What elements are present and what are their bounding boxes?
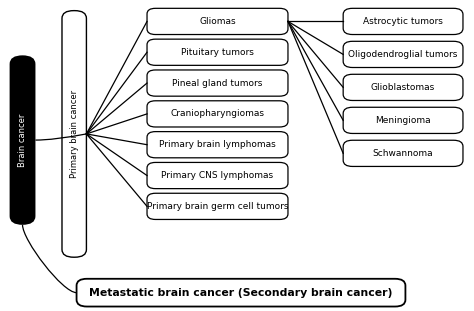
FancyBboxPatch shape bbox=[77, 279, 405, 307]
Text: Pituitary tumors: Pituitary tumors bbox=[181, 48, 254, 57]
Text: Primary CNS lymphomas: Primary CNS lymphomas bbox=[162, 171, 273, 180]
FancyBboxPatch shape bbox=[343, 140, 463, 166]
Text: Oligodendroglial tumors: Oligodendroglial tumors bbox=[348, 50, 458, 59]
FancyBboxPatch shape bbox=[343, 41, 463, 67]
FancyBboxPatch shape bbox=[9, 55, 36, 225]
FancyBboxPatch shape bbox=[147, 101, 288, 127]
Text: Primary brain germ cell tumors: Primary brain germ cell tumors bbox=[147, 202, 288, 211]
FancyBboxPatch shape bbox=[343, 107, 463, 133]
FancyBboxPatch shape bbox=[147, 39, 288, 65]
FancyBboxPatch shape bbox=[343, 74, 463, 100]
Text: Gliomas: Gliomas bbox=[199, 17, 236, 26]
Text: Metastatic brain cancer (Secondary brain cancer): Metastatic brain cancer (Secondary brain… bbox=[89, 288, 392, 298]
FancyBboxPatch shape bbox=[147, 193, 288, 220]
FancyBboxPatch shape bbox=[147, 70, 288, 96]
Text: Meningioma: Meningioma bbox=[375, 116, 431, 125]
FancyBboxPatch shape bbox=[62, 11, 86, 257]
FancyBboxPatch shape bbox=[343, 8, 463, 35]
FancyBboxPatch shape bbox=[147, 132, 288, 158]
Text: Schwannoma: Schwannoma bbox=[373, 149, 433, 158]
Text: Primary brain lymphomas: Primary brain lymphomas bbox=[159, 140, 276, 149]
Text: Craniopharyngiomas: Craniopharyngiomas bbox=[171, 109, 264, 118]
FancyBboxPatch shape bbox=[147, 162, 288, 189]
Text: Astrocytic tumors: Astrocytic tumors bbox=[363, 17, 443, 26]
Text: Glioblastomas: Glioblastomas bbox=[371, 83, 435, 92]
Text: Primary brain cancer: Primary brain cancer bbox=[70, 90, 79, 178]
Text: Brain cancer: Brain cancer bbox=[18, 114, 27, 167]
FancyBboxPatch shape bbox=[147, 8, 288, 35]
Text: Pineal gland tumors: Pineal gland tumors bbox=[173, 79, 263, 88]
